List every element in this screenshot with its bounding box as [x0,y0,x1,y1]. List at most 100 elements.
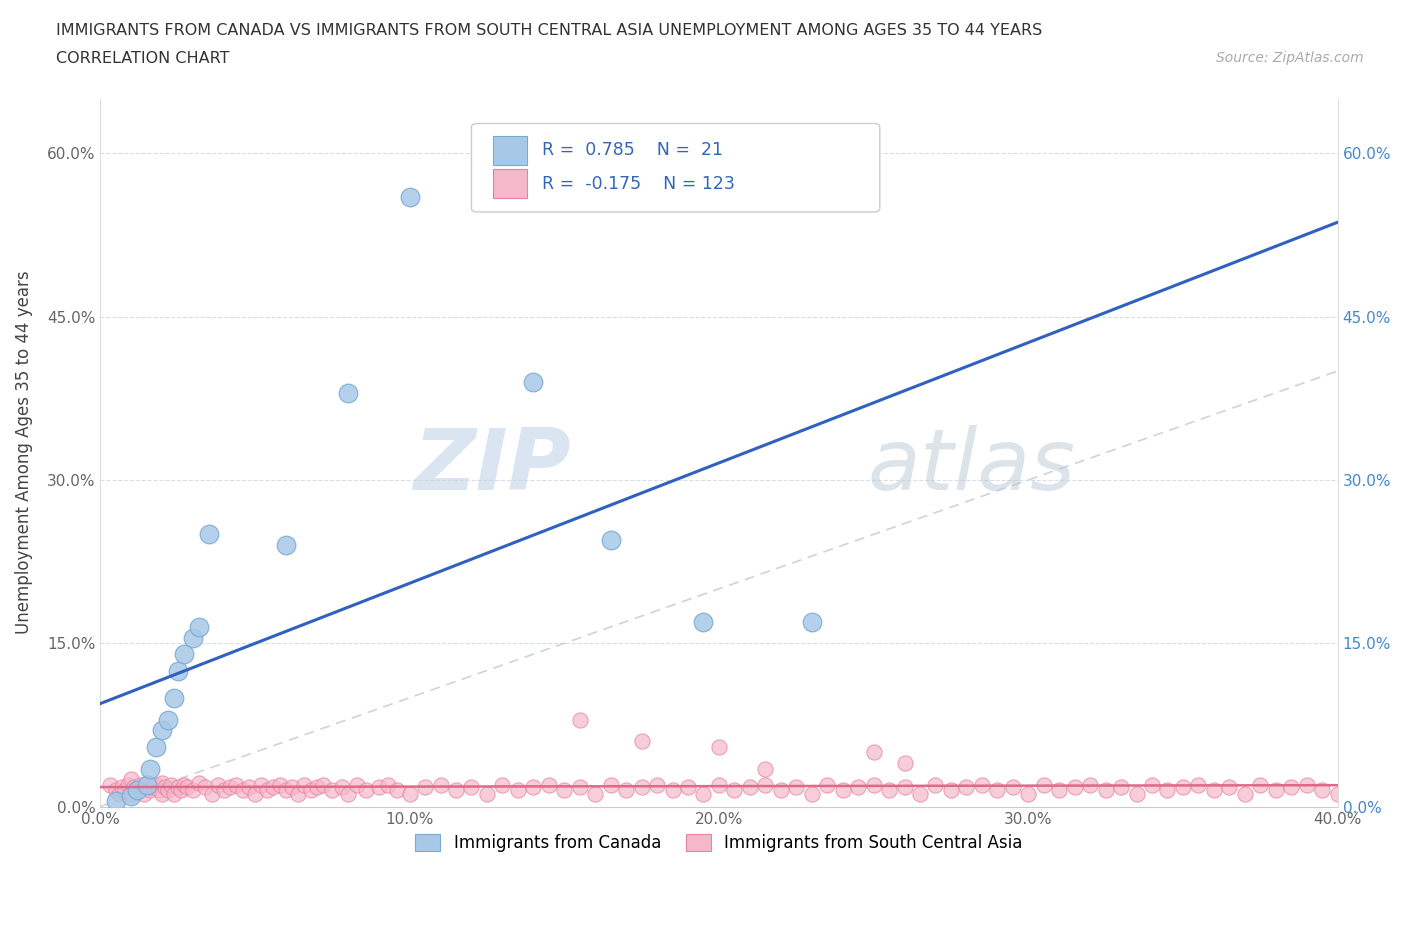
Text: IMMIGRANTS FROM CANADA VS IMMIGRANTS FROM SOUTH CENTRAL ASIA UNEMPLOYMENT AMONG : IMMIGRANTS FROM CANADA VS IMMIGRANTS FRO… [56,23,1042,38]
Point [346,777,368,792]
Point [553,783,575,798]
Point [108,786,131,801]
Point [263,779,285,794]
Point [614,783,637,798]
Point [305,779,328,794]
Point [145,739,167,754]
Point [336,786,359,801]
Point [173,777,195,792]
Point [815,777,838,792]
Point [232,783,254,798]
Point [1094,783,1116,798]
Text: R =  0.785    N =  21: R = 0.785 N = 21 [541,141,723,159]
Point [846,779,869,794]
Point [692,786,714,801]
Point [429,777,451,792]
Point [98,777,121,792]
Point [312,777,335,792]
Point [157,783,180,798]
Point [877,783,900,798]
Point [377,777,399,792]
Point [939,783,962,798]
Point [1001,779,1024,794]
Point [754,761,776,776]
Text: ZIP: ZIP [413,425,571,509]
Point [387,783,409,798]
Point [176,779,198,794]
Point [1264,783,1286,798]
Point [256,783,278,798]
FancyBboxPatch shape [492,169,527,198]
Point [150,723,173,737]
Point [207,777,229,792]
Point [444,783,467,798]
Text: CORRELATION CHART: CORRELATION CHART [56,51,229,66]
Point [201,786,224,801]
Point [738,779,761,794]
Point [522,375,544,390]
Point [120,786,142,801]
Point [163,690,186,705]
Point [1125,786,1147,801]
Point [294,777,316,792]
Point [568,779,591,794]
Point [599,777,621,792]
Point [145,777,167,792]
Point [630,734,652,749]
Point [127,783,149,798]
Point [250,777,273,792]
Point [754,777,776,792]
Point [299,783,322,798]
Point [170,783,193,798]
Text: R =  -0.175    N = 123: R = -0.175 N = 123 [541,175,735,193]
Point [893,756,915,771]
Point [124,779,146,794]
Point [163,786,186,801]
Point [506,783,529,798]
Text: Source: ZipAtlas.com: Source: ZipAtlas.com [1216,51,1364,65]
Point [707,777,730,792]
Point [661,783,683,798]
Point [104,783,127,798]
Point [460,779,482,794]
Point [287,786,309,801]
Point [117,777,139,792]
Point [1078,777,1101,792]
Point [800,614,823,629]
Point [238,779,260,794]
Point [194,779,217,794]
Point [225,777,247,792]
Point [166,663,188,678]
Point [367,779,389,794]
Point [188,776,211,790]
Point [1279,779,1302,794]
Point [769,783,792,798]
Point [522,779,544,794]
Point [1140,777,1163,792]
Point [274,538,297,552]
Point [630,779,652,794]
Point [104,794,127,809]
Point [120,772,142,787]
Point [166,779,188,794]
Point [173,646,195,661]
Point [1017,786,1039,801]
Point [676,779,699,794]
Point [723,783,745,798]
Point [692,614,714,629]
Point [1310,783,1333,798]
Point [150,776,173,790]
Point [139,761,162,776]
Point [219,779,242,794]
Point [986,783,1008,798]
Point [336,385,359,400]
Text: atlas: atlas [868,425,1076,509]
Point [924,777,946,792]
Point [135,777,157,792]
Point [1202,783,1225,798]
Point [862,745,884,760]
Point [150,786,173,801]
Point [599,532,621,547]
Point [212,783,235,798]
Point [800,786,823,801]
